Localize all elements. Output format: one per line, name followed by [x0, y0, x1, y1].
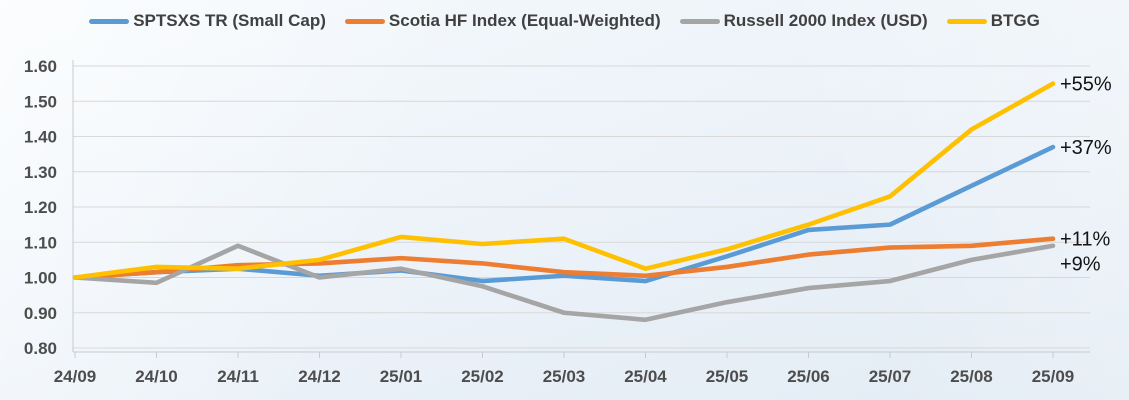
legend-label-btgg: BTGG	[990, 11, 1040, 30]
legend-item-btgg: BTGG	[946, 11, 1040, 31]
x-axis-tick-label: 25/06	[787, 367, 830, 386]
y-axis-tick-label: 1.00	[24, 269, 57, 288]
x-axis-tick-label: 25/09	[1032, 367, 1075, 386]
series-line	[72, 81, 1056, 280]
series-line	[72, 144, 1056, 284]
y-axis-tick-label: 1.40	[24, 128, 57, 147]
legend-label-sptsxs: SPTSXS TR (Small Cap)	[133, 11, 326, 30]
chart-legend: SPTSXS TR (Small Cap) Scotia HF Index (E…	[0, 11, 1129, 31]
y-axis-tick-label: 1.50	[24, 92, 57, 111]
x-axis-tick-label: 25/02	[461, 367, 504, 386]
legend-label-scotia-hf: Scotia HF Index (Equal-Weighted)	[388, 11, 661, 30]
series-end-value-label: +37%	[1060, 137, 1112, 159]
y-axis-tick-label: 1.10	[24, 233, 57, 252]
x-axis-tick-label: 24/09	[54, 367, 97, 386]
legend-label-russell-2000: Russell 2000 Index (USD)	[723, 11, 928, 30]
series-end-value-label: +55%	[1060, 74, 1112, 96]
legend-marker-btgg-icon	[946, 18, 987, 24]
legend-item-sptsxs: SPTSXS TR (Small Cap)	[89, 11, 326, 31]
legend-marker-sptsxs-icon	[89, 18, 130, 24]
x-axis-tick-label: 25/01	[380, 367, 423, 386]
x-axis-tick-label: 25/03	[543, 367, 586, 386]
x-axis-tick-label: 25/08	[950, 367, 993, 386]
legend-item-russell-2000: Russell 2000 Index (USD)	[679, 11, 928, 31]
x-axis-tick-label: 25/07	[869, 367, 912, 386]
x-axis-tick-label: 25/05	[706, 367, 749, 386]
series-end-value-label: +11%	[1060, 229, 1110, 251]
series-line	[72, 243, 1056, 323]
y-axis-tick-label: 1.20	[24, 198, 57, 217]
y-axis-tick-label: 1.60	[24, 57, 57, 76]
y-axis-tick-label: 0.80	[24, 339, 57, 358]
series-line	[72, 236, 1056, 280]
x-axis-tick-label: 24/11	[217, 367, 259, 386]
x-axis-tick-label: 24/12	[298, 367, 341, 386]
series-end-value-label: +9%	[1060, 254, 1101, 276]
legend-marker-scotia-hf-icon	[344, 18, 385, 24]
y-axis-tick-label: 0.90	[24, 304, 57, 323]
y-axis-tick-label: 1.30	[24, 163, 57, 182]
legend-marker-russell-2000-icon	[679, 18, 720, 24]
x-axis-tick-label: 24/10	[135, 367, 178, 386]
x-axis-tick-label: 25/04	[624, 367, 667, 386]
legend-item-scotia-hf: Scotia HF Index (Equal-Weighted)	[344, 11, 661, 31]
